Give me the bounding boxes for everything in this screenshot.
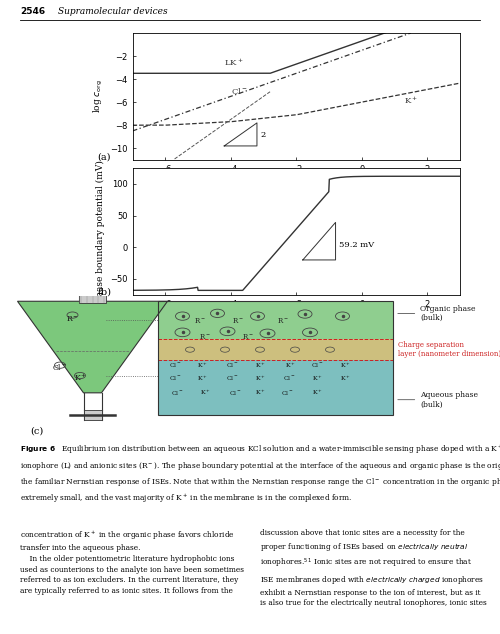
Text: LK$^+$: LK$^+$	[224, 56, 244, 68]
Text: K$^+$: K$^+$	[197, 361, 208, 370]
Text: Cl$^-$: Cl$^-$	[281, 389, 294, 397]
Text: Cl$^-$: Cl$^-$	[226, 374, 239, 382]
Text: K$^+$: K$^+$	[197, 374, 208, 383]
Text: (b): (b)	[98, 288, 112, 297]
X-axis label: log $a_{\mathrm{KCl, aq}}$: log $a_{\mathrm{KCl, aq}}$	[274, 314, 319, 327]
Text: $\mathbf{Figure\ 6}$   Equilibrium ion distribution between an aqueous KCl solut: $\mathbf{Figure\ 6}$ Equilibrium ion dis…	[20, 444, 500, 505]
Text: Cl$^-$: Cl$^-$	[171, 389, 184, 397]
Bar	[158, 339, 392, 360]
Text: Cl$^-$: Cl$^-$	[311, 361, 324, 369]
Text: R$^-$: R$^-$	[66, 314, 79, 324]
Polygon shape	[18, 301, 168, 393]
Text: K$^+$: K$^+$	[404, 94, 418, 107]
Text: Organic phase
(bulk): Organic phase (bulk)	[420, 305, 476, 322]
Text: Cl$^-$: Cl$^-$	[168, 374, 181, 382]
Text: K$^+$: K$^+$	[340, 374, 350, 383]
Text: (a): (a)	[98, 153, 111, 162]
Text: Cl$^-$: Cl$^-$	[52, 363, 68, 372]
Y-axis label: log $c_{\mathrm{org}}$: log $c_{\mathrm{org}}$	[92, 79, 104, 113]
Bar	[158, 301, 392, 339]
Text: Cl$^-$: Cl$^-$	[231, 86, 248, 96]
Text: 2: 2	[260, 131, 266, 139]
Text: K$^+$: K$^+$	[254, 361, 266, 370]
Text: (c): (c)	[30, 427, 44, 436]
Text: R$^-$: R$^-$	[242, 332, 254, 341]
Text: concentration of K$^+$ in the organic phase favors chloride
transfer into the aq: concentration of K$^+$ in the organic ph…	[20, 529, 244, 595]
Text: Cl$^-$: Cl$^-$	[226, 361, 239, 369]
Text: K$^+$: K$^+$	[254, 374, 266, 383]
Y-axis label: Phase boundary potential (mV): Phase boundary potential (mV)	[96, 160, 104, 303]
Text: 59.2 mV: 59.2 mV	[339, 242, 374, 249]
Bar	[158, 301, 392, 415]
Text: K$^+$: K$^+$	[200, 389, 210, 398]
Bar	[158, 360, 392, 415]
Text: R$^-$: R$^-$	[194, 316, 206, 325]
Text: K$^+$: K$^+$	[312, 374, 323, 383]
Text: K$^+$: K$^+$	[254, 389, 266, 398]
Text: Cl$^-$: Cl$^-$	[168, 361, 181, 369]
Text: K$^+$: K$^+$	[312, 389, 323, 398]
Text: Aqueous phase
(bulk): Aqueous phase (bulk)	[420, 391, 478, 408]
Text: K$^+$: K$^+$	[284, 361, 296, 370]
Text: 2546: 2546	[20, 7, 45, 16]
Text: R$^-$: R$^-$	[199, 332, 211, 341]
Text: K$^+$: K$^+$	[340, 361, 350, 370]
Text: K$^+$: K$^+$	[74, 371, 86, 383]
Text: R$^-$: R$^-$	[232, 316, 243, 325]
Text: R$^-$: R$^-$	[276, 316, 288, 325]
X-axis label: log $a_{\mathrm{KCl, aq}}$: log $a_{\mathrm{KCl, aq}}$	[274, 179, 319, 192]
Text: discussion above that ionic sites are a necessity for the
proper functioning of : discussion above that ionic sites are a …	[260, 529, 487, 607]
Text: Cl$^-$: Cl$^-$	[228, 389, 241, 397]
Text: Supramolecular devices: Supramolecular devices	[58, 7, 167, 16]
Text: Charge separation
layer (nanometer dimension): Charge separation layer (nanometer dimen…	[398, 341, 500, 358]
Text: Cl$^-$: Cl$^-$	[282, 374, 296, 382]
Bar	[79, 295, 106, 303]
Bar	[84, 410, 102, 420]
